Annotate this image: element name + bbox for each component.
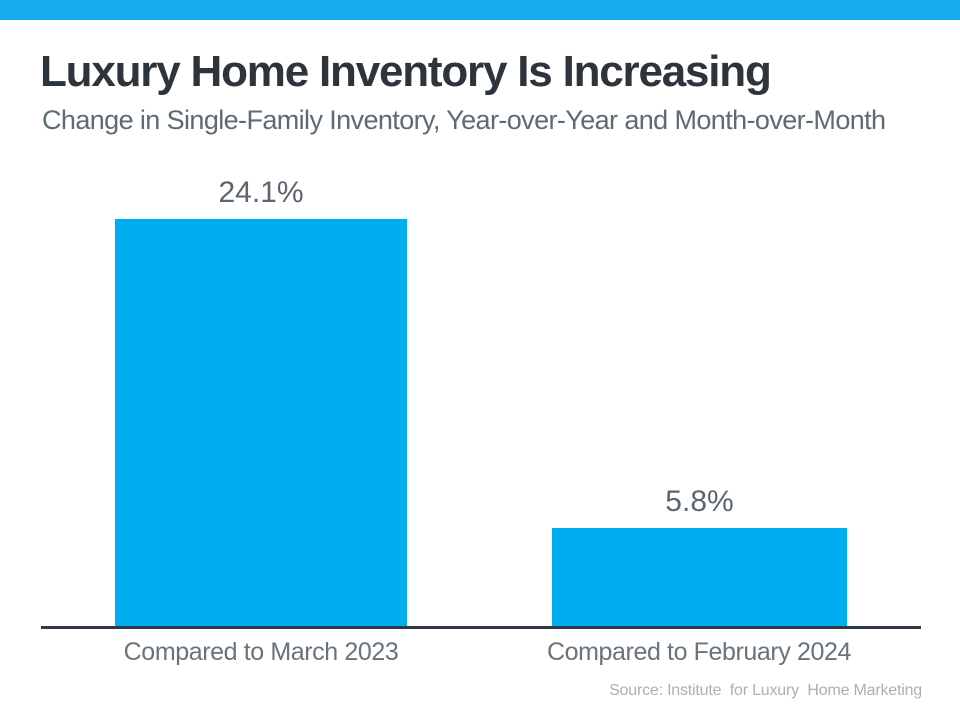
x-axis-label-february-2024: Compared to February 2024: [546, 638, 852, 666]
plot-area: 24.1% 5.8%: [41, 176, 921, 629]
chart-subtitle: Change in Single-Family Inventory, Year-…: [42, 105, 886, 135]
bar-group-march-2023: 24.1%: [115, 176, 407, 626]
source-note: Source: Institute for Luxury Home Market…: [609, 682, 922, 699]
x-axis-line: [41, 626, 921, 629]
bar-february-2024: [552, 527, 847, 626]
bar-value-label: 24.1%: [218, 176, 304, 209]
bar-chart: 24.1% 5.8% Compared to March 2023 Compar…: [0, 176, 960, 670]
header-strip: [0, 0, 960, 20]
x-axis-label-march-2023: Compared to March 2023: [123, 638, 399, 666]
x-axis-labels: Compared to March 2023 Compared to Febru…: [41, 626, 921, 670]
bar-group-february-2024: 5.8%: [552, 176, 847, 626]
bar-march-2023: [115, 219, 407, 626]
page-title: Luxury Home Inventory Is Increasing: [40, 47, 772, 96]
bar-value-label: 5.8%: [665, 484, 734, 518]
